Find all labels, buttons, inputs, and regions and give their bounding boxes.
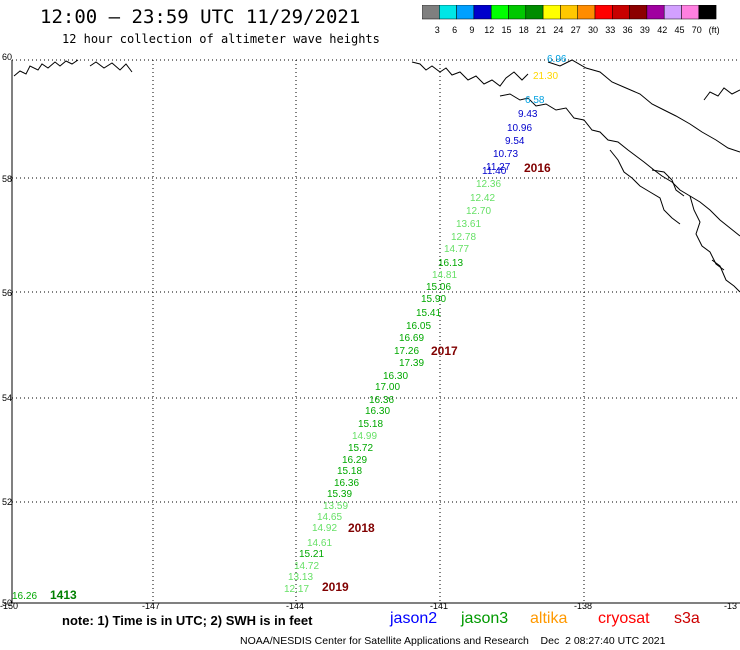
color-scale-label: 3 [435, 25, 440, 35]
wave-height-value: 14.72 [294, 561, 319, 572]
satellite-s3a: s3a [674, 610, 700, 627]
wave-height-value: 16.30 [365, 406, 390, 417]
lat-label: 60 [2, 52, 12, 62]
wave-height-value: 15.06 [426, 282, 451, 293]
lon-label: -13 [724, 601, 737, 610]
lat-label: 52 [2, 497, 12, 507]
track-label: 2017 [431, 344, 458, 358]
wave-height-value: 12.36 [476, 179, 501, 190]
wave-height-value: 9.43 [518, 109, 538, 120]
color-swatch [698, 5, 717, 20]
color-scale-label: 6 [452, 25, 457, 35]
wave-height-value: 17.39 [399, 358, 424, 369]
map-frame [11, 59, 740, 604]
color-scale-label: 27 [571, 25, 581, 35]
color-scale-label: 36 [623, 25, 633, 35]
color-scale-label: 12 [484, 25, 494, 35]
altimeter-map: 60 58 56 54 52 50 -150 -147 -144 -141 -1… [0, 52, 740, 610]
lat-label: 58 [2, 174, 12, 184]
lon-label: -150 [0, 601, 18, 610]
color-scale-label: (ft) [709, 25, 720, 35]
track-label: 2018 [348, 521, 375, 535]
lat-labels: 60 58 56 54 52 50 [2, 52, 12, 608]
color-scale-label: 15 [501, 25, 511, 35]
wave-height-value: 15.21 [299, 549, 324, 560]
lon-label: -138 [574, 601, 592, 610]
color-scale-label: 33 [605, 25, 615, 35]
color-scale-label: 18 [519, 25, 529, 35]
page-subtitle: 12 hour collection of altimeter wave hei… [62, 32, 380, 46]
wave-height-value: 16.05 [406, 321, 431, 332]
satellite-altika: altika [530, 610, 568, 627]
wave-height-value: 12.42 [470, 193, 495, 204]
wave-height-value: 15.41 [416, 308, 441, 319]
wave-height-value: 16.26 [12, 591, 37, 602]
wave-height-value: 15.90 [421, 294, 446, 305]
track-label: 1413 [50, 588, 77, 602]
satellite-jason3: jason3 [461, 610, 509, 627]
wave-height-value: 13.59 [323, 501, 348, 512]
wave-height-value: 17.00 [375, 382, 400, 393]
lon-label: -144 [286, 601, 304, 610]
wave-height-value: 13.13 [288, 572, 313, 583]
wave-height-value: 10.96 [507, 123, 532, 134]
color-scale-label: 42 [657, 25, 667, 35]
color-scale-label: 24 [553, 25, 563, 35]
wave-height-value: 14.99 [352, 431, 377, 442]
wave-height-value: 14.92 [312, 523, 337, 534]
wave-height-value: 14.65 [317, 512, 342, 523]
track-labels: 2016 2017 2018 2019 1413 [50, 161, 551, 602]
lon-labels: -150 -147 -144 -141 -138 -13 [0, 601, 737, 610]
wave-height-value: 13.61 [456, 219, 481, 230]
wave-height-value: 15.72 [348, 443, 373, 454]
credit-footer: NOAA/NESDIS Center for Satellite Applica… [240, 635, 666, 647]
wave-height-value: 14.77 [444, 244, 469, 255]
track-label: 2019 [322, 580, 349, 594]
coastline [13, 59, 740, 293]
wave-height-value: 9.54 [505, 136, 525, 147]
graticule [12, 60, 740, 603]
wave-height-labels: 6.96 21.30 6.58 9.43 10.96 9.54 10.73 11.2711.4… [12, 54, 567, 602]
wave-height-value: 14.61 [307, 538, 332, 549]
color-scale-label: 21 [536, 25, 546, 35]
lat-label: 54 [2, 393, 12, 403]
wave-height-value: 16.36 [334, 478, 359, 489]
wave-height-value: 16.13 [438, 258, 463, 269]
page-title: 12:00 – 23:59 UTC 11/29/2021 [40, 6, 361, 28]
wave-height-value: 21.30 [533, 71, 558, 82]
color-scale-label: 9 [469, 25, 474, 35]
wave-height-value: 12.78 [451, 232, 476, 243]
lon-label: -141 [430, 601, 448, 610]
lon-label: -147 [142, 601, 160, 610]
wave-height-value: 11.27 [486, 162, 511, 173]
wave-height-value: 14.81 [432, 270, 457, 281]
color-scale-label: 45 [674, 25, 684, 35]
wave-height-value: 10.73 [493, 149, 518, 160]
wave-height-value: 6.96 [547, 54, 567, 65]
wave-height-value: 12.70 [466, 206, 491, 217]
wave-height-value: 15.39 [327, 489, 352, 500]
lat-label: 56 [2, 288, 12, 298]
satellite-cryosat: cryosat [598, 610, 650, 627]
wave-height-value: 16.30 [383, 371, 408, 382]
satellite-jason2: jason2 [390, 610, 438, 627]
wave-height-value: 16.69 [399, 333, 424, 344]
wave-height-value: 11.40 [482, 166, 507, 177]
lat-label: 50 [2, 598, 12, 608]
wave-height-value: 15.18 [358, 419, 383, 430]
wave-height-value: 16.36 [369, 395, 394, 406]
wave-height-value: 15.18 [337, 466, 362, 477]
color-scale-label: 30 [588, 25, 598, 35]
wave-height-value: 17.26 [394, 346, 419, 357]
wave-height-value: 16.29 [342, 455, 367, 466]
wave-height-value: 12.17 [284, 584, 309, 595]
legend-note: note: 1) Time is in UTC; 2) SWH is in fe… [62, 613, 313, 628]
wave-height-value: 6.58 [525, 95, 545, 106]
color-scale-label: 70 [692, 25, 702, 35]
color-scale: 3 6 9 12 15 18 21 24 27 30 33 36 39 42 45 70 (ft) [422, 5, 720, 35]
color-scale-label: 39 [640, 25, 650, 35]
track-label: 2016 [524, 161, 551, 175]
